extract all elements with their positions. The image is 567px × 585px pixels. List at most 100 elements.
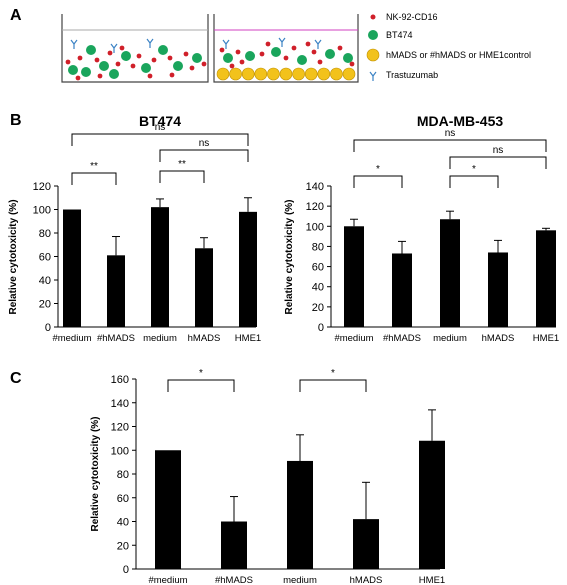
- legend-label: NK-92-CD16: [386, 12, 438, 22]
- x-tick-label: HME1: [419, 575, 445, 585]
- y-tick-label: 0: [45, 322, 51, 334]
- legend-label: Trastuzumab: [386, 70, 438, 80]
- x-tick-label: HME1: [533, 333, 559, 344]
- significance-label: ns: [155, 122, 166, 133]
- effector-cell: [130, 63, 136, 69]
- panel-label-a: A: [10, 7, 22, 24]
- effector-cell: [317, 59, 323, 65]
- y-tick-label: 100: [306, 221, 324, 233]
- effector-cell: [65, 59, 71, 65]
- y-tick-label: 120: [33, 181, 51, 193]
- effector-cell: [259, 51, 265, 57]
- effector-cell: [291, 45, 297, 51]
- y-tick-label: 0: [123, 564, 129, 576]
- chart-mda-mb-453: MDA-MB-453 Relative cytotoxicity (%) 0 20 40…: [284, 113, 559, 344]
- effector-cell: [183, 51, 189, 57]
- effector-cell: [119, 45, 125, 51]
- chart-title: MDA-MB-453: [417, 113, 504, 129]
- effector-cell: [77, 55, 83, 61]
- target-cell: [223, 53, 233, 63]
- support-cell: [317, 67, 331, 81]
- significance-bracket: [159, 149, 249, 162]
- y-tick-label: 100: [33, 205, 51, 217]
- effector-cell: [189, 65, 195, 71]
- effector-cell: [147, 73, 153, 79]
- x-tick-label: hMADS: [188, 333, 221, 344]
- effector-cell: [136, 53, 142, 59]
- antibody-y-icon: [278, 37, 286, 47]
- target-cell: [158, 45, 168, 55]
- y-tick-label: 60: [39, 252, 51, 264]
- bar: [344, 226, 364, 327]
- target-cell: [245, 51, 255, 61]
- effector-cell: [97, 73, 103, 79]
- effector-cell: [115, 61, 121, 67]
- significance-bracket: [353, 139, 547, 152]
- y-tick-label: 20: [312, 302, 324, 314]
- bar: [155, 450, 181, 569]
- y-tick-label: 80: [39, 228, 51, 240]
- y-tick-label: 60: [117, 493, 129, 505]
- y-axis-label: Relative cytotoxicity (%): [284, 199, 295, 314]
- effector-cell: [311, 49, 317, 55]
- chart-title: BT474: [139, 113, 181, 129]
- target-cell: [297, 55, 307, 65]
- legend-label: BT474: [386, 30, 413, 40]
- y-tick-label: 20: [117, 540, 129, 552]
- significance-label: *: [376, 164, 380, 175]
- support-cell: [216, 67, 230, 81]
- effector-cell: [229, 63, 235, 69]
- y-tick-label: 120: [306, 201, 324, 213]
- x-tick-label: hMADS: [350, 575, 383, 585]
- effector-cell: [305, 41, 311, 47]
- bar: [419, 440, 445, 569]
- yellow-circle-icon: [366, 48, 380, 62]
- chart-panel-c: Relative cytotoxicity (%) 0 20 40 60 80 100 120…: [90, 368, 445, 585]
- antibody-y-icon: [70, 39, 78, 49]
- significance-label: **: [178, 159, 186, 170]
- support-cell: [304, 67, 318, 81]
- effector-cell: [107, 50, 113, 56]
- y-tick-label: 80: [312, 241, 324, 253]
- y-tick-label: 80: [117, 469, 129, 481]
- y-axis-label: Relative cytotoxicity (%): [90, 416, 101, 531]
- antibody-y-icon: [110, 43, 118, 53]
- x-tick-label: medium: [433, 333, 467, 344]
- support-cell: [330, 67, 343, 81]
- effector-cell: [239, 59, 245, 65]
- support-cell: [254, 67, 268, 81]
- significance-label: *: [199, 368, 203, 379]
- target-cell: [121, 51, 131, 61]
- y-tick-label: 20: [39, 299, 51, 311]
- y-tick-label: 120: [111, 422, 129, 434]
- target-cell: [109, 69, 119, 79]
- effector-cell: [283, 55, 289, 61]
- bar: [239, 211, 257, 327]
- antibody-y-icon: [369, 71, 377, 81]
- y-tick-label: 60: [312, 262, 324, 274]
- target-cell: [86, 45, 96, 55]
- significance-label: ns: [199, 138, 210, 149]
- significance-label: ns: [493, 145, 504, 156]
- effector-cell: [169, 72, 175, 78]
- x-tick-label: #hMADS: [97, 333, 135, 344]
- chart-bt474: BT474 Relative cytotoxicity (%) 0 20 40 60 80 1…: [8, 113, 261, 344]
- effector-cell: [337, 45, 343, 51]
- effector-cell: [219, 47, 225, 53]
- support-cell: [279, 67, 293, 81]
- bar: [221, 521, 247, 569]
- target-cell: [192, 53, 202, 63]
- target-cell: [173, 61, 183, 71]
- bar: [353, 519, 379, 569]
- x-tick-label: medium: [283, 575, 317, 585]
- significance-label: **: [90, 161, 98, 172]
- bar: [536, 230, 556, 327]
- y-axis-label: Relative cytotoxicity (%): [8, 199, 19, 314]
- x-tick-label: medium: [143, 333, 177, 344]
- red-dot-icon: [370, 14, 376, 20]
- significance-bracket: [71, 133, 249, 146]
- significance-bracket: [71, 172, 117, 185]
- y-tick-label: 40: [117, 517, 129, 529]
- significance-bracket: [449, 156, 547, 169]
